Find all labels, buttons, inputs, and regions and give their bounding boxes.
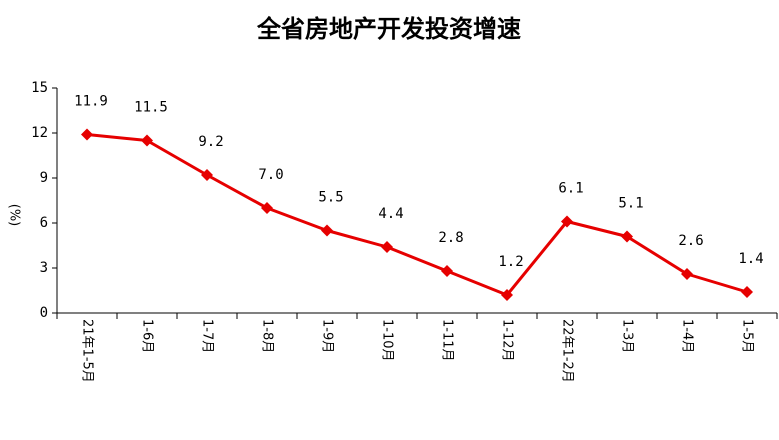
- marker: [501, 289, 513, 301]
- marker: [201, 169, 213, 181]
- x-tick-label: 1-9月: [320, 319, 335, 353]
- data-label: 9.2: [198, 134, 223, 150]
- marker: [561, 215, 573, 228]
- x-tick-label: 1-8月: [260, 319, 275, 353]
- x-tick-label: 21年1-5月: [80, 319, 95, 383]
- marker: [441, 265, 453, 277]
- x-tick-label: 22年1-2月: [560, 319, 575, 383]
- y-tick-label: 3: [40, 260, 48, 276]
- chart-title: 全省房地产开发投资增速: [256, 15, 521, 43]
- y-tick-label: 0: [40, 305, 48, 321]
- data-label: 5.5: [318, 190, 343, 206]
- data-label: 11.5: [134, 100, 168, 116]
- data-label: 2.6: [678, 233, 703, 249]
- y-axis-label: (%): [7, 204, 22, 227]
- marker: [261, 202, 273, 214]
- marker: [321, 224, 333, 237]
- x-tick-label: 1-4月: [680, 319, 695, 353]
- marker: [141, 134, 153, 147]
- x-tick-label: 1-6月: [140, 319, 155, 353]
- data-label: 1.2: [498, 254, 523, 270]
- data-label: 6.1: [558, 181, 583, 197]
- data-label: 1.4: [738, 251, 763, 267]
- marker: [741, 286, 753, 298]
- y-tick-label: 15: [31, 80, 48, 96]
- marker: [81, 128, 93, 141]
- marker: [381, 241, 393, 253]
- x-tick-label: 1-3月: [620, 319, 635, 353]
- y-tick-label: 6: [40, 215, 48, 231]
- x-tick-label: 1-11月: [440, 319, 455, 362]
- y-tick-label: 9: [40, 170, 48, 186]
- data-label: 2.8: [438, 230, 463, 246]
- data-label: 7.0: [258, 167, 283, 183]
- data-label: 11.9: [74, 94, 108, 110]
- marker: [681, 268, 693, 280]
- data-label: 4.4: [378, 206, 403, 222]
- x-tick-label: 1-5月: [740, 319, 755, 353]
- x-tick-label: 1-12月: [500, 319, 515, 362]
- x-tick-label: 1-10月: [380, 319, 395, 362]
- y-tick-label: 12: [31, 125, 48, 141]
- data-label: 5.1: [618, 196, 643, 212]
- marker: [621, 230, 633, 243]
- series-line: [86, 133, 748, 297]
- x-tick-label: 1-7月: [200, 319, 215, 353]
